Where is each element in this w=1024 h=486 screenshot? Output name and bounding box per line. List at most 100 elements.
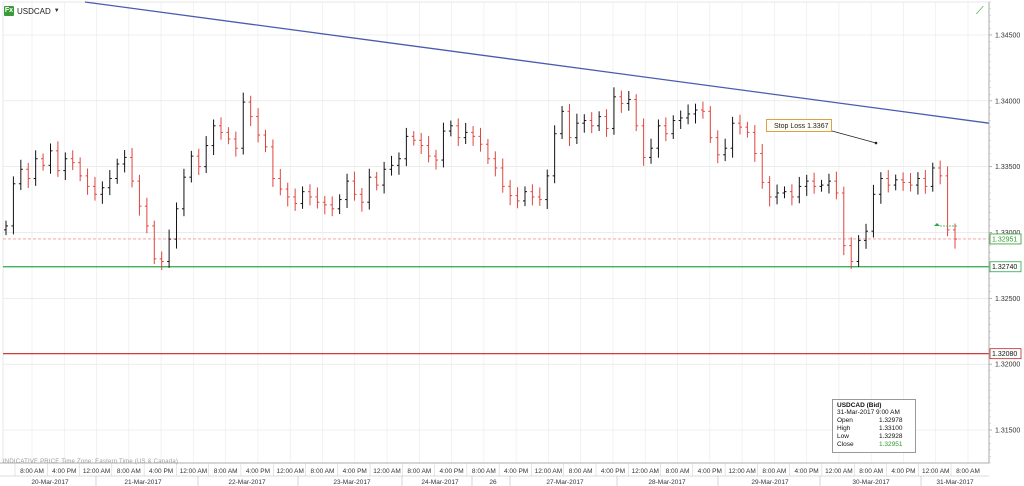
price-tag-label: 1.32740 [992, 264, 1017, 271]
ohlc-bar [100, 181, 105, 204]
ohlc-bar [337, 194, 342, 215]
ohlc-bar [152, 220, 157, 265]
time-tick-label: 12:00 AM [373, 468, 400, 475]
ohlc-bar [515, 187, 520, 209]
y-axis: 1.31500 1.32000 1.32500 1.33000 1.33500 1.340… [988, 1, 1022, 464]
time-tick-label: 4:00 PM [698, 468, 722, 475]
ohlc-bar [545, 169, 550, 210]
price-tag-label: 1.32080 [992, 351, 1017, 358]
time-tick-label: 8:00 AM [214, 468, 238, 475]
ohlc-bar [78, 157, 83, 182]
time-tick-label: 12:00 AM [728, 468, 755, 475]
ohlc-bar [953, 223, 957, 249]
time-tick-label: 4:00 PM [439, 468, 463, 475]
y-tick-label: 1.31500 [995, 428, 1020, 435]
symbol-label[interactable]: USDCAD [17, 6, 51, 16]
ohlc-bar [92, 176, 97, 201]
time-tick-label: 12:00 AM [922, 468, 949, 475]
ohlc-bar [26, 162, 31, 188]
ohlc-bar [389, 155, 394, 176]
date-label: 31-Mar-2017 [936, 479, 974, 486]
date-label: 27-Mar-2017 [546, 479, 584, 486]
ohlc-bar [938, 160, 943, 185]
ohlc-bar [567, 103, 572, 147]
ohlc-bar [374, 171, 379, 191]
ohlc-bar [11, 176, 16, 235]
ohlc-bar [174, 202, 179, 249]
ohlc-bar [597, 111, 602, 132]
ohlc-bar [70, 150, 75, 171]
ohlc-bar [463, 122, 468, 144]
y-tick-label: 1.33500 [995, 164, 1020, 171]
date-label: 23-Mar-2017 [333, 479, 371, 486]
ohlc-bar [656, 119, 661, 158]
time-tick-label: 8:00 AM [407, 468, 431, 475]
price-tag-box [989, 348, 1022, 360]
ohlc-bar [345, 173, 350, 209]
time-tick-label: 4:00 PM [149, 468, 173, 475]
ohlc-bar [797, 176, 802, 204]
fx-icon: Fx [4, 6, 14, 16]
ohlc-bar [419, 132, 424, 154]
time-tick-label: 8:00 AM [20, 468, 44, 475]
ohlc-bar [789, 184, 794, 206]
ohlc-bar [782, 186, 787, 199]
ohlc-bar [471, 126, 476, 146]
info-row-label: Close [837, 441, 854, 448]
y-tick-label: 1.32000 [995, 362, 1020, 369]
stop-loss-label[interactable]: Stop Loss 1.3367 [766, 119, 832, 132]
time-tick-label: 8:00 AM [569, 468, 593, 475]
ohlc-bar [226, 127, 231, 145]
ohlc-bar [930, 162, 935, 192]
ohlc-bar [804, 174, 809, 196]
ohlc-bar [611, 87, 616, 135]
ohlc-bar [626, 91, 631, 111]
ohlc-bar [404, 127, 409, 167]
info-row-open: Open 1.32978 [837, 417, 911, 425]
chevron-down-icon[interactable]: ▼ [53, 8, 60, 14]
time-tick-label: 4:00 PM [343, 468, 367, 475]
chart-header[interactable]: Fx USDCAD ▼ [4, 4, 60, 18]
ohlc-bar [115, 158, 120, 184]
ohlc-bar [33, 150, 38, 186]
time-tick-label: 4:00 PM [795, 468, 819, 475]
time-tick-label: 12:00 AM [180, 468, 207, 475]
time-tick-label: 12:00 AM [83, 468, 110, 475]
y-tick-label: 1.34500 [995, 32, 1020, 39]
ohlc-bar [767, 176, 772, 207]
ohlc-bar [382, 161, 387, 194]
info-row-label: Open [837, 417, 853, 424]
ohlc-bar [485, 138, 490, 165]
ohlc-bar [189, 150, 194, 183]
ohlc-bar [826, 173, 831, 194]
date-label: 28-Mar-2017 [648, 479, 686, 486]
price-tag-box [989, 233, 1022, 245]
ohlc-bar [359, 187, 364, 212]
price-bars [4, 87, 958, 270]
ohlc-bar [819, 179, 824, 192]
ohlc-bar [678, 110, 683, 129]
ohlc-bar [871, 184, 876, 238]
ohlc-bar [137, 174, 142, 216]
ohlc-bar [686, 104, 691, 125]
trend-line-icon[interactable]: ⟋ [976, 5, 984, 17]
date-label: 24-Mar-2017 [421, 479, 459, 486]
annotation-connector [831, 130, 877, 144]
ohlc-bar [582, 114, 587, 133]
ohlc-bar [300, 186, 305, 209]
time-tick-label: 4:00 PM [891, 468, 915, 475]
ohlc-bar [923, 170, 928, 194]
x-axis: 8:00 AM 4:00 PM 12:00 AM 8:00 AM 4:00 PM 12:0… [0, 462, 989, 486]
ohlc-bar [619, 90, 624, 113]
ohlc-bar [48, 143, 53, 174]
ohlc-bar [915, 172, 920, 195]
ohlc-bar [552, 125, 557, 184]
ohlc-bar [886, 170, 891, 193]
ohlc-bar [849, 237, 854, 269]
ohlc-bar [508, 180, 513, 206]
ohlc-bar [411, 131, 416, 146]
ohlc-bar [441, 122, 446, 168]
info-box: USDCAD (Bid) 31-Mar-2017 9:00 AM Open 1.3… [832, 399, 916, 453]
ohlc-bar [901, 172, 906, 191]
